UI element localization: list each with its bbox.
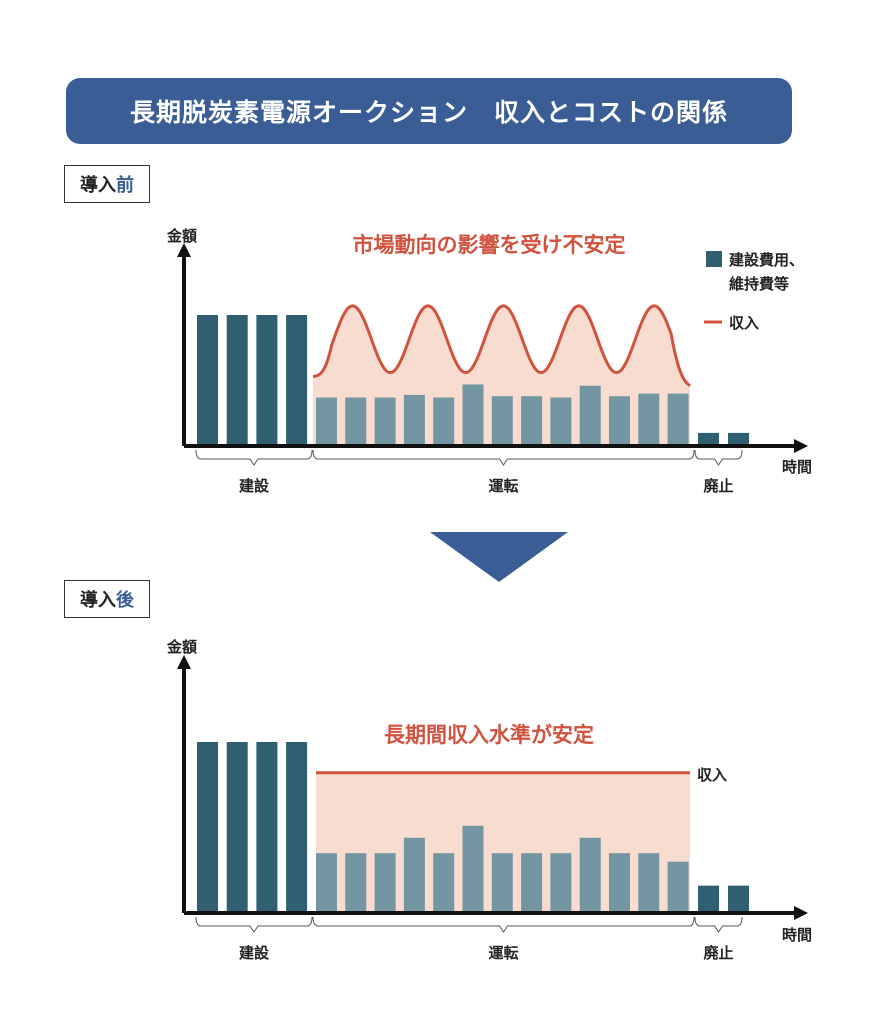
operation-bar bbox=[609, 853, 630, 913]
operation-bar bbox=[433, 397, 455, 446]
phase-label: 運転 bbox=[488, 477, 518, 495]
title: 長期脱炭素電源オークション 収入とコストの関係 bbox=[129, 98, 728, 127]
legend-cost-label-2: 維持費等 bbox=[729, 275, 789, 293]
y-axis-arrow-icon bbox=[177, 655, 191, 669]
operation-bar bbox=[550, 397, 572, 446]
legend-cost-label-1: 建設費用、 bbox=[729, 251, 804, 269]
operation-bar bbox=[491, 853, 513, 913]
phase-brace bbox=[312, 916, 695, 933]
legend-revenue-label: 収入 bbox=[729, 314, 759, 332]
operation-bar bbox=[345, 397, 367, 446]
x-axis-arrow-icon bbox=[794, 906, 808, 920]
down-arrow-icon bbox=[430, 532, 568, 582]
operation-bar bbox=[609, 396, 630, 446]
operation-bar bbox=[433, 853, 455, 913]
operation-bar bbox=[638, 393, 660, 446]
before-tag-accent: 前 bbox=[116, 175, 134, 196]
phase-brace bbox=[694, 916, 743, 933]
operation-bar bbox=[374, 397, 396, 446]
operation-bar bbox=[550, 853, 572, 913]
construction-bar bbox=[197, 742, 218, 913]
operation-bar bbox=[403, 394, 425, 446]
after-x-axis-label: 時間 bbox=[782, 926, 812, 944]
operation-bar bbox=[579, 385, 601, 446]
construction-bar bbox=[226, 742, 248, 913]
decommission-bar bbox=[698, 432, 719, 446]
operation-bar bbox=[316, 853, 337, 913]
phase-brace bbox=[312, 449, 695, 466]
before-tag-prefix: 導入 bbox=[80, 175, 116, 196]
operation-bar bbox=[638, 853, 660, 913]
after-revenue-label: 収入 bbox=[697, 766, 727, 784]
construction-bar bbox=[286, 742, 308, 913]
phase-brace bbox=[195, 449, 313, 466]
operation-bar bbox=[316, 397, 337, 446]
before-chart: 金額 時間 市場動向の影響を受け不安定 建設費用、 維持費等 収入 建設 運転 廃止 bbox=[166, 227, 812, 495]
before-tag: 導入前 bbox=[64, 165, 150, 203]
after-tag-accent: 後 bbox=[116, 590, 134, 611]
y-axis-arrow-icon bbox=[177, 243, 191, 257]
revenue-line bbox=[312, 304, 691, 387]
after-headline: 長期間収入水準が安定 bbox=[384, 723, 594, 747]
operation-bar bbox=[579, 837, 601, 913]
title-banner: 長期脱炭素電源オークション 収入とコストの関係 bbox=[66, 78, 792, 144]
phase-brace bbox=[694, 449, 743, 466]
phase-brace bbox=[195, 916, 313, 933]
construction-bar bbox=[256, 315, 278, 446]
operation-bar bbox=[491, 396, 513, 446]
phase-label: 廃止 bbox=[703, 477, 733, 495]
after-tag-prefix: 導入 bbox=[80, 590, 116, 611]
decommission-bar bbox=[728, 885, 749, 913]
phase-label: 建設 bbox=[239, 477, 270, 495]
phase-label: 建設 bbox=[239, 944, 270, 962]
before-y-axis-label: 金額 bbox=[166, 227, 197, 245]
before-headline: 市場動向の影響を受け不安定 bbox=[353, 233, 626, 257]
phase-label: 廃止 bbox=[703, 944, 733, 962]
construction-bar bbox=[197, 315, 218, 446]
operation-bar bbox=[462, 825, 484, 913]
construction-bar bbox=[256, 742, 278, 913]
operation-bar bbox=[374, 853, 396, 913]
decommission-bar bbox=[728, 432, 749, 446]
after-chart: 金額 時間 長期間収入水準が安定 収入 建設 運転 廃止 bbox=[166, 638, 812, 962]
before-x-axis-label: 時間 bbox=[782, 458, 812, 476]
operation-bar bbox=[403, 837, 425, 913]
legend-cost-swatch bbox=[706, 251, 722, 267]
operation-bar bbox=[667, 861, 689, 913]
construction-bar bbox=[286, 315, 308, 446]
construction-bar bbox=[226, 315, 248, 446]
operation-bar bbox=[345, 853, 367, 913]
decommission-bar bbox=[698, 885, 719, 913]
x-axis-arrow-icon bbox=[794, 439, 808, 453]
after-tag: 導入後 bbox=[64, 580, 150, 618]
operation-bar bbox=[521, 396, 543, 446]
phase-label: 運転 bbox=[488, 944, 518, 962]
operation-bar bbox=[521, 853, 543, 913]
operation-bar bbox=[462, 384, 484, 446]
after-y-axis-label: 金額 bbox=[166, 638, 197, 656]
operation-bar bbox=[667, 393, 689, 446]
